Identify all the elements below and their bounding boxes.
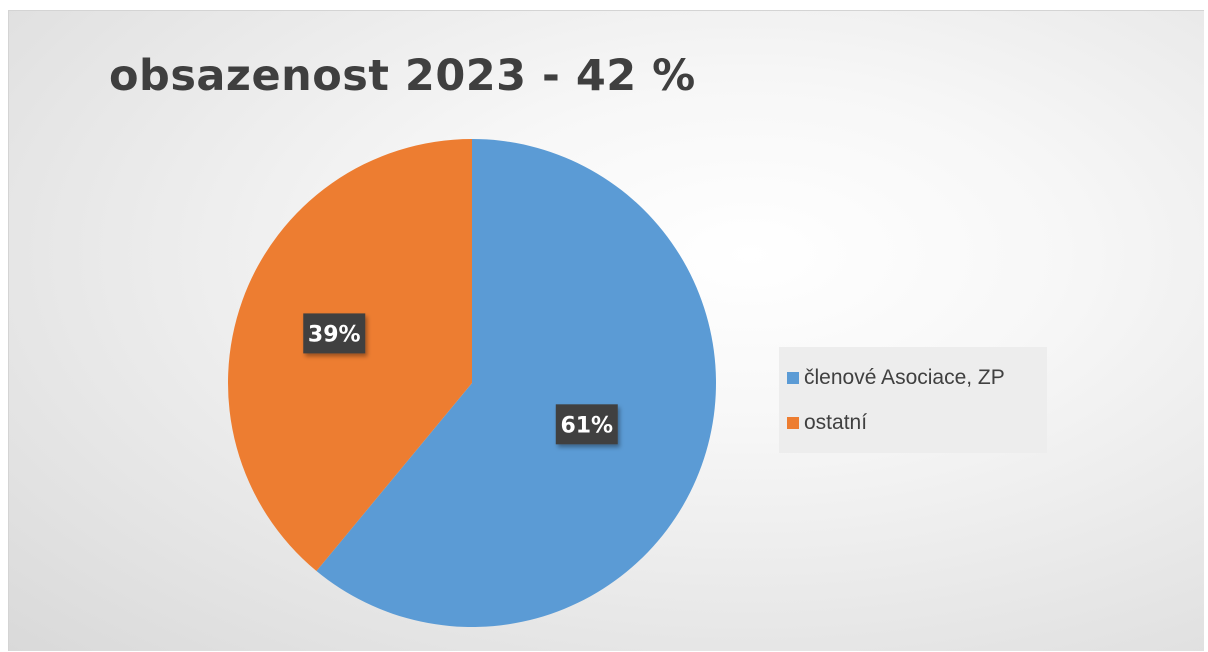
pie-slice <box>228 139 472 572</box>
data-label: 39% <box>303 313 366 354</box>
legend-item: členové Asociace, ZP <box>787 355 1047 400</box>
chart-area: obsazenost 2023 - 42 % 61% 39% členové As… <box>8 10 1204 651</box>
chart-title: obsazenost 2023 - 42 % <box>109 51 696 101</box>
pie-slice <box>316 139 717 628</box>
data-label-box <box>555 404 618 445</box>
legend-swatch <box>787 371 799 384</box>
pie-chart: 61% 39% <box>228 139 717 628</box>
data-label: 61% <box>555 404 618 445</box>
legend-label: ostatní <box>804 410 868 434</box>
data-label-text: 61% <box>560 413 613 438</box>
legend-swatch <box>787 416 799 429</box>
data-label-box <box>303 313 366 354</box>
legend-label: členové Asociace, ZP <box>804 365 1005 389</box>
legend-item: ostatní <box>787 400 1047 445</box>
legend: členové Asociace, ZP ostatní <box>779 347 1047 453</box>
data-label-text: 39% <box>308 322 361 347</box>
